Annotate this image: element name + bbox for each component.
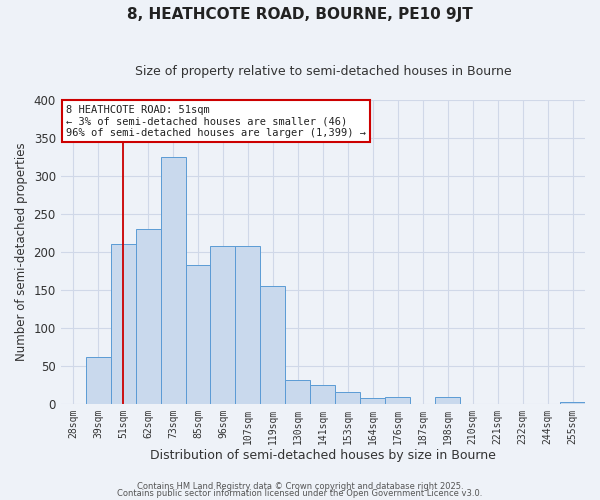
Y-axis label: Number of semi-detached properties: Number of semi-detached properties bbox=[15, 142, 28, 361]
Bar bbox=[385, 397, 410, 404]
Bar bbox=[161, 157, 185, 404]
Bar bbox=[286, 380, 310, 404]
Bar bbox=[360, 398, 385, 404]
Bar bbox=[235, 246, 260, 404]
Bar bbox=[260, 286, 286, 404]
Bar bbox=[310, 385, 335, 404]
Bar bbox=[335, 392, 360, 404]
Bar bbox=[435, 397, 460, 404]
Bar bbox=[211, 246, 235, 404]
Title: Size of property relative to semi-detached houses in Bourne: Size of property relative to semi-detach… bbox=[134, 65, 511, 78]
Bar bbox=[185, 265, 211, 404]
Text: Contains public sector information licensed under the Open Government Licence v3: Contains public sector information licen… bbox=[118, 489, 482, 498]
Bar bbox=[86, 356, 110, 404]
Bar bbox=[136, 229, 161, 404]
Bar bbox=[110, 244, 136, 404]
X-axis label: Distribution of semi-detached houses by size in Bourne: Distribution of semi-detached houses by … bbox=[150, 450, 496, 462]
Bar bbox=[560, 402, 585, 404]
Text: Contains HM Land Registry data © Crown copyright and database right 2025.: Contains HM Land Registry data © Crown c… bbox=[137, 482, 463, 491]
Text: 8, HEATHCOTE ROAD, BOURNE, PE10 9JT: 8, HEATHCOTE ROAD, BOURNE, PE10 9JT bbox=[127, 8, 473, 22]
Text: 8 HEATHCOTE ROAD: 51sqm
← 3% of semi-detached houses are smaller (46)
96% of sem: 8 HEATHCOTE ROAD: 51sqm ← 3% of semi-det… bbox=[66, 104, 366, 138]
